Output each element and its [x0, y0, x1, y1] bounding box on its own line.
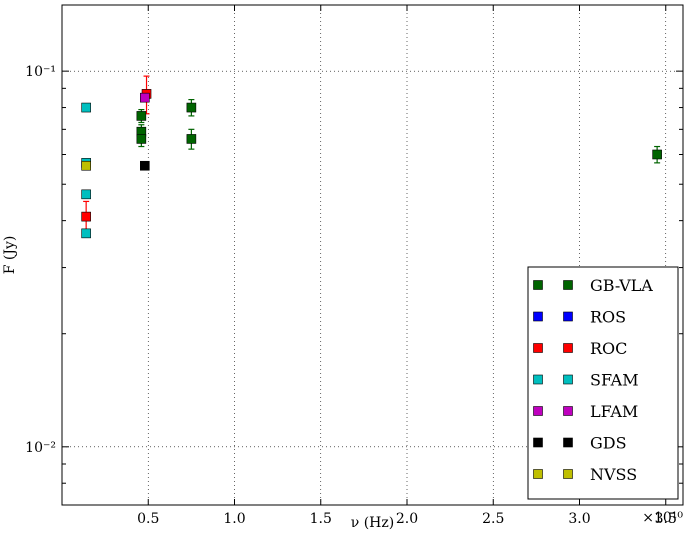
data-point	[186, 134, 197, 144]
x-tick-label: 1.5	[310, 511, 332, 527]
legend-marker	[563, 406, 573, 416]
legend-marker	[563, 469, 573, 479]
data-point	[81, 211, 91, 222]
legend-marker	[563, 374, 573, 385]
x-axis-offset-label: ×10¹⁰	[642, 510, 683, 526]
tick-labels: 0.5 1.0 1.5 2.0 2.5 3.0 3.5 10⁻² 10⁻¹	[25, 64, 677, 527]
legend-marker	[563, 437, 573, 448]
data-point	[81, 160, 91, 171]
legend-marker	[533, 406, 543, 416]
legend-label: GB-VLA	[590, 276, 653, 295]
y-tick-label: 10⁻²	[25, 440, 56, 456]
x-tick-label: 2.5	[482, 511, 504, 527]
legend-marker	[563, 280, 573, 290]
data-point	[81, 102, 91, 113]
data-point	[81, 228, 91, 239]
legend-marker	[533, 437, 543, 448]
y-tick-label: 10⁻¹	[25, 64, 56, 80]
data-point	[136, 134, 147, 144]
x-axis-label: ν (Hz)	[351, 515, 394, 531]
legend: GB-VLA ROS ROC SFAM LFAM GDS NVSS	[527, 266, 679, 500]
x-tick-label: 3.5	[655, 511, 677, 527]
legend-label: GDS	[590, 434, 627, 453]
legend-marker	[533, 469, 543, 479]
points	[81, 89, 662, 239]
x-tick-label: 2.0	[396, 511, 418, 527]
data-point	[652, 149, 662, 160]
x-tick-label: 1.0	[223, 511, 245, 527]
data-point	[140, 160, 150, 171]
data-point	[140, 92, 150, 103]
legend-marker	[533, 280, 543, 290]
legend-label: NVSS	[590, 465, 637, 484]
x-tick-label: 3.0	[568, 511, 590, 527]
ticks	[62, 5, 683, 505]
legend-box	[527, 266, 679, 500]
legend-label: SFAM	[590, 371, 639, 390]
legend-label: ROC	[590, 339, 627, 358]
legend-label: LFAM	[590, 402, 638, 421]
legend-marker	[563, 343, 573, 353]
plot-frame	[61, 4, 684, 506]
y-axis-label: F (Jy)	[2, 236, 18, 275]
legend-marker	[533, 311, 543, 322]
legend-marker	[563, 311, 573, 322]
legend-label: ROS	[590, 308, 626, 327]
x-tick-label: 0.5	[137, 511, 159, 527]
legend-marker	[533, 374, 543, 385]
data-point	[186, 102, 197, 113]
data-point	[136, 111, 147, 121]
legend-marker	[533, 343, 543, 353]
data-point	[81, 189, 91, 200]
